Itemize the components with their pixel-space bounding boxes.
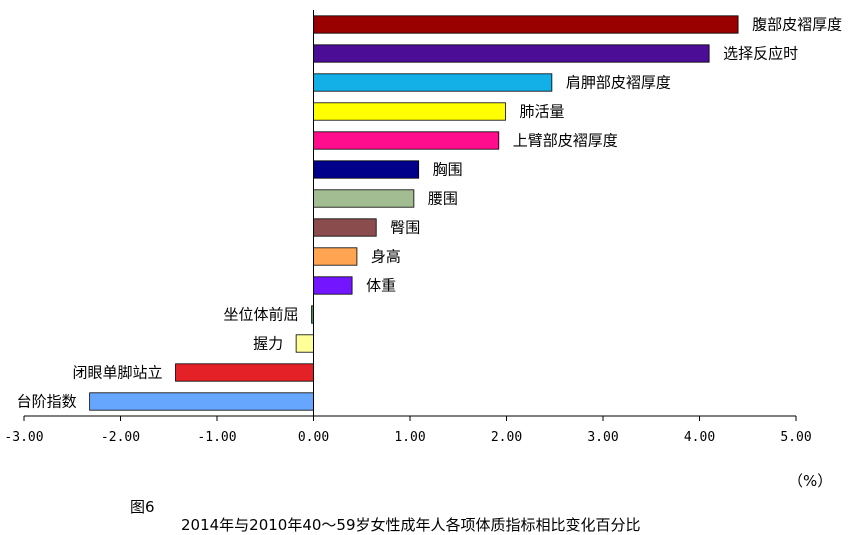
bar-2: [313, 44, 710, 63]
category-label-2: 选择反应时: [723, 45, 798, 63]
category-label-8: 臀围: [390, 219, 420, 237]
category-label-12: 握力: [253, 335, 283, 353]
figure-label: 图6: [130, 498, 155, 516]
x-tick-label-3: -1.00: [197, 430, 236, 445]
bar-1: [313, 15, 739, 34]
bar-7: [313, 189, 415, 208]
bar-6: [313, 160, 420, 179]
bar-8: [313, 218, 377, 237]
x-tick-label-1: -3.00: [4, 430, 43, 445]
x-tick-label-5: 1.00: [394, 430, 425, 445]
bar-3: [313, 73, 553, 92]
category-label-11: 坐位体前屈: [224, 306, 299, 324]
x-axis-unit: （%）: [788, 472, 833, 490]
category-label-5: 上臂部皮褶厚度: [513, 132, 618, 150]
bar-chart: 腹部皮褶厚度选择反应时肩胛部皮褶厚度肺活量上臂部皮褶厚度胸围腰围臀围身高体重坐位…: [4, 10, 843, 445]
x-tick-label-2: -2.00: [101, 430, 140, 445]
bar-10: [313, 276, 353, 295]
bar-13: [175, 363, 314, 382]
bar-12: [295, 334, 314, 353]
figure-caption: 图6 2014年与2010年40～59岁女性成年人各项体质指标相比变化百分比: [0, 478, 853, 534]
category-label-7: 腰围: [428, 190, 458, 208]
bar-14: [89, 392, 314, 411]
bar-4: [313, 102, 506, 121]
x-tick-label-8: 4.00: [684, 430, 715, 445]
category-label-6: 胸围: [433, 161, 463, 179]
bar-5: [313, 131, 500, 150]
category-label-1: 腹部皮褶厚度: [752, 16, 842, 34]
category-label-9: 身高: [371, 248, 401, 266]
category-label-14: 台阶指数: [17, 393, 77, 411]
x-tick-label-9: 5.00: [780, 430, 811, 445]
category-label-13: 闭眼单脚站立: [72, 364, 162, 382]
category-label-3: 肩胛部皮褶厚度: [566, 74, 671, 92]
x-tick-label-7: 3.00: [587, 430, 618, 445]
bar-9: [313, 247, 358, 266]
x-tick-label-4: 0.00: [298, 430, 329, 445]
chart-title: 2014年与2010年40～59岁女性成年人各项体质指标相比变化百分比: [181, 516, 641, 534]
category-label-10: 体重: [366, 277, 396, 295]
category-labels: 腹部皮褶厚度选择反应时肩胛部皮褶厚度肺活量上臂部皮褶厚度胸围腰围臀围身高体重坐位…: [17, 16, 843, 411]
x-axis-ticks: -3.00 -2.00 -1.00 0.00 1.00 2.00 3.00 4.00 5.00: [4, 416, 812, 445]
x-tick-label-6: 2.00: [491, 430, 522, 445]
category-label-4: 肺活量: [520, 103, 565, 121]
